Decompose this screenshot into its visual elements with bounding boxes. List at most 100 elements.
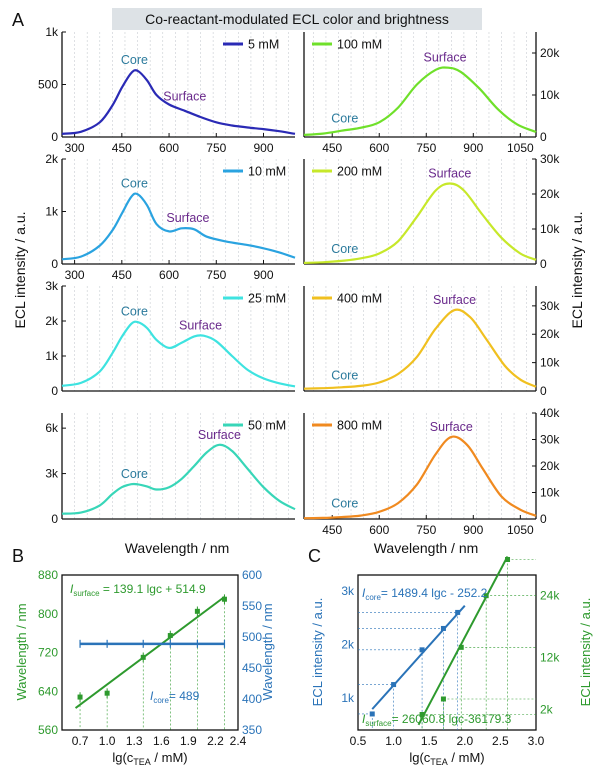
surface-point: [221, 596, 227, 602]
y-tick-label-right: 24k: [540, 589, 560, 603]
y-tick-label-right: 12k: [540, 651, 560, 665]
y-tick-label: 0: [540, 384, 547, 398]
y-tick-label: 20k: [540, 459, 560, 473]
y-tick-label: 0: [51, 130, 58, 144]
spectrum-line: [303, 308, 537, 390]
legend-label: 10 mM: [248, 165, 286, 179]
x-tick-label: 1.9: [180, 734, 197, 748]
x-tick-label: 1.0: [99, 734, 116, 748]
x-tick-label: 1050: [507, 523, 534, 537]
legend-label: 25 mM: [248, 292, 286, 306]
y-tick-label: 0: [540, 257, 547, 271]
panel-label-b: B: [12, 546, 24, 566]
surface-point: [140, 654, 146, 660]
spectrum-panel-left-1: 0 500 1k 300 450 600 750 900 5 mM Core Surface: [38, 25, 296, 155]
surface-fit-line: [74, 596, 226, 709]
y-tick-label: 10k: [540, 356, 560, 370]
panel-c: 1k 2k 3k 2k 12k 24k 0.5 1.0 1.5 2.0 2.5 3.0 Icore= 1…: [310, 556, 593, 767]
spectrum-panel-left-3: 0 1k 2k 3k 25 mM Core Surface: [45, 279, 296, 398]
y-tick-label-left: 1k: [341, 691, 355, 705]
legend-label: 50 mM: [248, 419, 286, 433]
core-equation: Icore= 489: [150, 689, 200, 705]
x-tick-label: 300: [65, 268, 85, 282]
y-tick-label-right: 400: [242, 692, 262, 706]
a-right-ylabel: ECL intensity / a.u.: [569, 212, 585, 329]
y-tick-label: 20k: [540, 327, 560, 341]
surface-peak-label: Surface: [428, 167, 471, 181]
x-tick-label: 750: [416, 523, 436, 537]
y-tick-label-left: 880: [38, 568, 58, 582]
spectrum-line: [303, 182, 537, 264]
panel-b: 560 640 720 800 880 350 400 450 500 550 600 0.7 1.0 1…: [14, 568, 275, 767]
x-tick-label: 1.5: [421, 734, 438, 748]
plot-frame: [61, 574, 239, 731]
x-tick-label: 900: [463, 141, 483, 155]
a-right-xlabel: Wavelength / nm: [374, 540, 479, 556]
core-peak-label: Core: [331, 497, 358, 511]
a-left-ylabel: ECL intensity / a.u.: [12, 212, 28, 329]
y-tick-label-right: 450: [242, 661, 262, 675]
x-tick-label: 450: [112, 268, 132, 282]
core-point: [440, 625, 446, 631]
y-tick-label-right: 500: [242, 630, 262, 644]
x-tick-label: 450: [322, 523, 342, 537]
surface-peak-label: Surface: [433, 293, 476, 307]
surface-peak-label: Surface: [430, 420, 473, 434]
y-tick-label: 6k: [45, 421, 59, 435]
surface-point: [104, 690, 110, 696]
x-tick-label: 1.0: [385, 734, 402, 748]
spectrum-panel-right-1: 0 10k 20k 450 600 750 900 1050 100 mM Core Surface: [303, 32, 560, 155]
legend-label: 200 mM: [337, 165, 382, 179]
x-tick-label: 600: [369, 141, 389, 155]
y-tick-label: 20k: [540, 187, 560, 201]
spectrum-panel-left-4: 0 3k 6k 50 mM Core Surface: [45, 413, 296, 526]
a-left-xlabel: Wavelength / nm: [125, 540, 230, 556]
legend-label: 400 mM: [337, 292, 382, 306]
spectrum-panel-left-2: 0 1k 2k 300 450 600 750 900 10 mM Core Surface: [45, 152, 296, 282]
x-tick-label: 750: [206, 268, 226, 282]
x-tick-label: 3.0: [528, 734, 545, 748]
plot-frame: [357, 574, 537, 731]
legend-label: 100 mM: [337, 38, 382, 52]
spectrum-panel-right-3: 0 10k 20k 30k 400 mM Core Surface: [303, 286, 560, 398]
core-equation: Icore= 1489.4 lgc - 252.2: [362, 586, 488, 602]
core-peak-label: Core: [331, 368, 358, 382]
y-tick-label-right: 2k: [540, 702, 554, 716]
x-tick-label: 1.3: [126, 734, 143, 748]
x-tick-label: 0.7: [72, 734, 89, 748]
x-tick-label: 2.4: [230, 734, 247, 748]
y-tick-label: 10k: [540, 222, 560, 236]
y-tick-label: 0: [51, 384, 58, 398]
y-tick-label: 1k: [45, 25, 59, 39]
x-tick-label: 900: [253, 268, 273, 282]
y-tick-label: 1k: [45, 205, 59, 219]
x-tick-label: 750: [206, 141, 226, 155]
x-axis-label: lg(cTEA / mM): [112, 750, 187, 767]
x-tick-label: 450: [322, 141, 342, 155]
y-tick-label-left: 640: [38, 684, 58, 698]
y-axis-label-left: Wavelength / nm: [14, 603, 29, 700]
core-peak-label: Core: [121, 305, 148, 319]
surface-point: [483, 593, 489, 599]
y-tick-label-left: 720: [38, 646, 58, 660]
y-tick-label: 30k: [540, 299, 560, 313]
x-tick-label: 300: [65, 141, 85, 155]
surface-point: [194, 608, 200, 614]
legend-label: 800 mM: [337, 419, 382, 433]
surface-point: [505, 557, 511, 562]
y-tick-label-right: 600: [242, 568, 262, 582]
y-tick-label: 30k: [540, 152, 560, 166]
plots-layer: 0 500 1k 300 450 600 750 900 5 mM Core Surface 0 10k…: [14, 25, 593, 767]
y-tick-label: 1k: [45, 349, 59, 363]
surface-peak-label: Surface: [424, 51, 467, 65]
x-tick-label: 450: [112, 141, 132, 155]
y-tick-label: 3k: [45, 279, 59, 293]
core-point: [455, 609, 461, 615]
title-banner: [112, 8, 482, 30]
y-tick-label: 20k: [540, 46, 560, 60]
surface-peak-label: Surface: [198, 428, 241, 442]
x-tick-label: 600: [159, 268, 179, 282]
y-tick-label: 0: [540, 512, 547, 526]
surface-equation: Isurface = 139.1 lgc + 514.9: [70, 582, 206, 598]
